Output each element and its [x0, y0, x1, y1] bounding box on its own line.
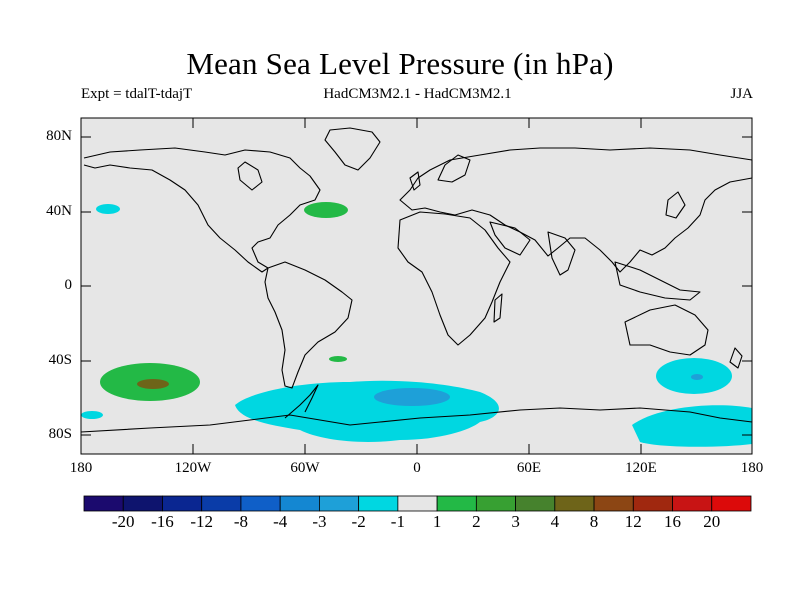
anomaly-antarctic-pacific: [632, 405, 752, 447]
lon-label-120w: 120W: [174, 460, 212, 476]
coast-greenland: [324, 127, 381, 171]
colorbar-box: [475, 495, 516, 512]
colorbar-label: 8: [589, 512, 599, 531]
coast-scandinavia: [437, 154, 471, 183]
anomaly-north-atlantic: [304, 202, 348, 218]
colorbar-label: 20: [703, 512, 721, 531]
colorbar-label: -20: [111, 512, 135, 531]
experiment-label: Expt = tdalT-tdajT: [81, 86, 193, 102]
coast-new-zealand: [729, 347, 743, 369]
anomaly-shading: [81, 202, 752, 447]
colorbar-box: [83, 495, 124, 512]
colorbar-box: [319, 495, 360, 512]
anomaly-south-pacific-core: [137, 379, 169, 389]
colorbar-label: 1: [432, 512, 442, 531]
colorbar-label: -3: [312, 512, 327, 531]
colorbar-label: -1: [390, 512, 405, 531]
coast-arabia: [489, 221, 531, 256]
colorbar-label: 16: [664, 512, 682, 531]
colorbar-box: [672, 495, 713, 512]
colorbar-label: -4: [273, 512, 288, 531]
colorbar-box: [711, 495, 752, 512]
lon-label-120e: 120E: [625, 460, 657, 476]
anomaly-southern-ocean-core: [374, 388, 450, 406]
coast-antarctica: [80, 407, 753, 433]
coast-madagascar: [493, 293, 503, 323]
lat-label-80s: 80S: [48, 426, 72, 442]
colorbar-label: 3: [511, 512, 520, 531]
anomaly-north-pacific: [96, 204, 120, 214]
lon-label-60w: 60W: [290, 460, 320, 476]
anomaly-west-edge: [81, 411, 103, 419]
coast-british-isles: [409, 171, 421, 191]
chart-title: Mean Sea Level Pressure (in hPa): [186, 46, 614, 81]
colorbar-label: 4: [550, 512, 560, 531]
colorbar-box: [201, 495, 242, 512]
colorbar-box: [122, 495, 163, 512]
colorbar-label: -16: [151, 512, 174, 531]
lat-label-0: 0: [64, 277, 73, 293]
colorbar-box: [162, 495, 203, 512]
lon-label-180w: 180: [69, 460, 93, 476]
coast-south-america: [264, 261, 353, 389]
colorbar-label: -2: [351, 512, 366, 531]
lon-label-60e: 60E: [516, 460, 542, 476]
coast-eurasia: [399, 147, 753, 273]
colorbar-box: [436, 495, 477, 512]
colorbar-box: [554, 495, 595, 512]
coast-africa: [397, 211, 511, 346]
coast-japan: [665, 191, 686, 219]
anomaly-south-atlantic: [329, 356, 347, 362]
season-label: JJA: [730, 86, 753, 102]
colorbar-label: 2: [472, 512, 481, 531]
coast-north-america: [83, 147, 321, 273]
colorbar-label: 12: [624, 512, 642, 531]
coast-india: [547, 231, 576, 276]
colorbar-box: [279, 495, 320, 512]
colorbar-label: -8: [233, 512, 249, 531]
coast-australia: [624, 304, 709, 356]
colorbar: [83, 495, 752, 512]
colorbar-label: -12: [190, 512, 214, 531]
lat-label-80n: 80N: [46, 128, 72, 144]
model-label: HadCM3M2.1 - HadCM3M2.1: [323, 86, 512, 102]
colorbar-box: [240, 495, 281, 512]
lat-label-40s: 40S: [48, 352, 72, 368]
lon-label-0: 0: [413, 460, 421, 476]
colorbar-box: [358, 495, 399, 512]
colorbar-box: [632, 495, 673, 512]
axis-ticks: [81, 118, 752, 454]
colorbar-box: [593, 495, 634, 512]
coast-hudson-bay: [237, 161, 263, 191]
lat-label-40n: 40N: [46, 203, 72, 219]
lon-label-180e: 180: [740, 460, 764, 476]
coast-southeast-asia: [614, 261, 701, 301]
colorbar-box: [515, 495, 556, 512]
colorbar-box: [397, 495, 438, 512]
anomaly-south-australia-core: [691, 374, 703, 380]
coastlines: [80, 127, 753, 433]
coast-antarctic-peninsula: [284, 384, 319, 419]
